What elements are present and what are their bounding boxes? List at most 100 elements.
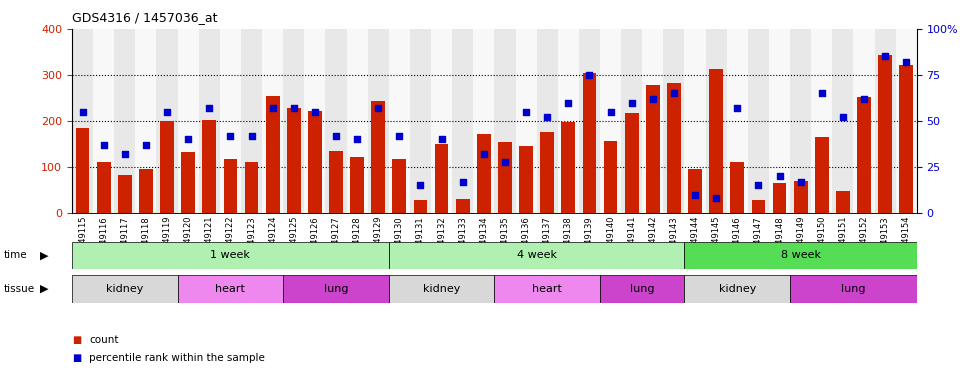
- Point: [138, 142, 154, 148]
- Bar: [93, 29, 114, 213]
- Point: [202, 105, 217, 111]
- Bar: [477, 134, 491, 213]
- Bar: [135, 29, 156, 213]
- Point: [328, 132, 344, 139]
- Bar: [435, 144, 448, 213]
- Bar: [684, 29, 706, 213]
- Bar: [853, 29, 875, 213]
- Text: ■: ■: [72, 335, 82, 345]
- Bar: [452, 29, 473, 213]
- Bar: [519, 146, 533, 213]
- Bar: [287, 108, 300, 213]
- Bar: [160, 121, 174, 213]
- Point: [877, 53, 893, 60]
- Point: [455, 179, 470, 185]
- Bar: [815, 137, 828, 213]
- Bar: [583, 73, 596, 213]
- Bar: [621, 29, 642, 213]
- Bar: [642, 29, 663, 213]
- Bar: [393, 159, 406, 213]
- Point: [349, 136, 365, 142]
- Bar: [347, 29, 368, 213]
- Bar: [667, 83, 681, 213]
- Bar: [97, 162, 110, 213]
- Bar: [389, 275, 494, 303]
- Bar: [900, 65, 913, 213]
- Point: [96, 142, 111, 148]
- Bar: [857, 96, 871, 213]
- Text: lung: lung: [324, 284, 348, 294]
- Bar: [456, 199, 469, 213]
- Bar: [600, 29, 621, 213]
- Point: [434, 136, 449, 142]
- Bar: [325, 29, 347, 213]
- Bar: [431, 29, 452, 213]
- Bar: [709, 70, 723, 213]
- Bar: [875, 29, 896, 213]
- Text: GDS4316 / 1457036_at: GDS4316 / 1457036_at: [72, 12, 218, 25]
- Bar: [178, 29, 199, 213]
- Bar: [727, 29, 748, 213]
- Bar: [811, 29, 832, 213]
- Bar: [731, 162, 744, 213]
- Text: time: time: [4, 250, 28, 260]
- Bar: [178, 275, 283, 303]
- Bar: [604, 141, 617, 213]
- Point: [159, 109, 175, 115]
- Point: [751, 182, 766, 189]
- Bar: [72, 275, 178, 303]
- Bar: [410, 29, 431, 213]
- Bar: [372, 101, 385, 213]
- Bar: [537, 29, 558, 213]
- Bar: [625, 113, 638, 213]
- Point: [540, 114, 555, 120]
- Bar: [494, 29, 516, 213]
- Bar: [748, 29, 769, 213]
- Text: count: count: [89, 335, 119, 345]
- Point: [772, 173, 787, 179]
- Point: [814, 90, 829, 96]
- Bar: [224, 159, 237, 213]
- Point: [244, 132, 259, 139]
- Bar: [706, 29, 727, 213]
- Bar: [414, 200, 427, 213]
- Bar: [72, 29, 93, 213]
- Text: lung: lung: [841, 284, 866, 294]
- Point: [708, 195, 724, 202]
- Bar: [473, 29, 494, 213]
- Bar: [663, 29, 684, 213]
- Bar: [896, 29, 917, 213]
- Point: [180, 136, 196, 142]
- Bar: [773, 183, 786, 213]
- Bar: [752, 200, 765, 213]
- Bar: [878, 55, 892, 213]
- Point: [392, 132, 407, 139]
- Point: [603, 109, 618, 115]
- Bar: [199, 29, 220, 213]
- Point: [497, 159, 513, 165]
- Point: [561, 99, 576, 106]
- Bar: [304, 29, 325, 213]
- Text: ▶: ▶: [40, 250, 49, 260]
- Point: [835, 114, 851, 120]
- Bar: [684, 275, 790, 303]
- Bar: [836, 192, 850, 213]
- Text: tissue: tissue: [4, 284, 35, 294]
- Point: [624, 99, 639, 106]
- Point: [582, 72, 597, 78]
- Text: lung: lung: [630, 284, 655, 294]
- Bar: [558, 29, 579, 213]
- Bar: [181, 152, 195, 213]
- Point: [730, 105, 745, 111]
- Point: [265, 105, 280, 111]
- Point: [223, 132, 238, 139]
- Bar: [516, 29, 537, 213]
- Bar: [283, 29, 304, 213]
- Bar: [139, 169, 153, 213]
- Text: 4 week: 4 week: [516, 250, 557, 260]
- Bar: [114, 29, 135, 213]
- Bar: [283, 275, 389, 303]
- Text: percentile rank within the sample: percentile rank within the sample: [89, 353, 265, 363]
- Text: ▶: ▶: [40, 284, 49, 294]
- Point: [307, 109, 323, 115]
